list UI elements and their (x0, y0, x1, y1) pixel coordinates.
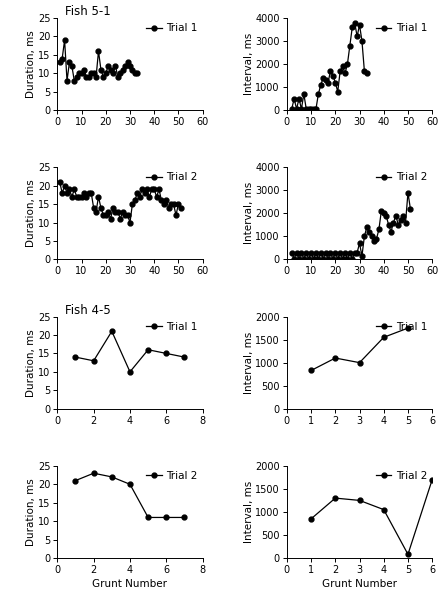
Legend: Trial 2: Trial 2 (374, 469, 429, 483)
X-axis label: Grunt Number: Grunt Number (322, 579, 397, 589)
Y-axis label: Duration, ms: Duration, ms (26, 30, 37, 98)
Legend: Trial 1: Trial 1 (144, 320, 199, 334)
Y-axis label: Interval, ms: Interval, ms (244, 33, 254, 95)
Y-axis label: Duration, ms: Duration, ms (26, 179, 37, 247)
Legend: Trial 2: Trial 2 (144, 170, 199, 185)
Legend: Trial 1: Trial 1 (144, 21, 199, 35)
Y-axis label: Duration, ms: Duration, ms (26, 478, 37, 546)
Y-axis label: Interval, ms: Interval, ms (244, 481, 254, 543)
Legend: Trial 2: Trial 2 (374, 170, 429, 185)
Y-axis label: Interval, ms: Interval, ms (244, 182, 254, 244)
Y-axis label: Interval, ms: Interval, ms (244, 332, 254, 394)
Legend: Trial 2: Trial 2 (144, 469, 199, 483)
Legend: Trial 1: Trial 1 (374, 21, 429, 35)
Text: Fish 4-5: Fish 4-5 (64, 304, 110, 317)
Y-axis label: Duration, ms: Duration, ms (26, 329, 37, 397)
X-axis label: Grunt Number: Grunt Number (93, 579, 168, 589)
Text: Fish 5-1: Fish 5-1 (64, 5, 110, 18)
Legend: Trial 1: Trial 1 (374, 320, 429, 334)
